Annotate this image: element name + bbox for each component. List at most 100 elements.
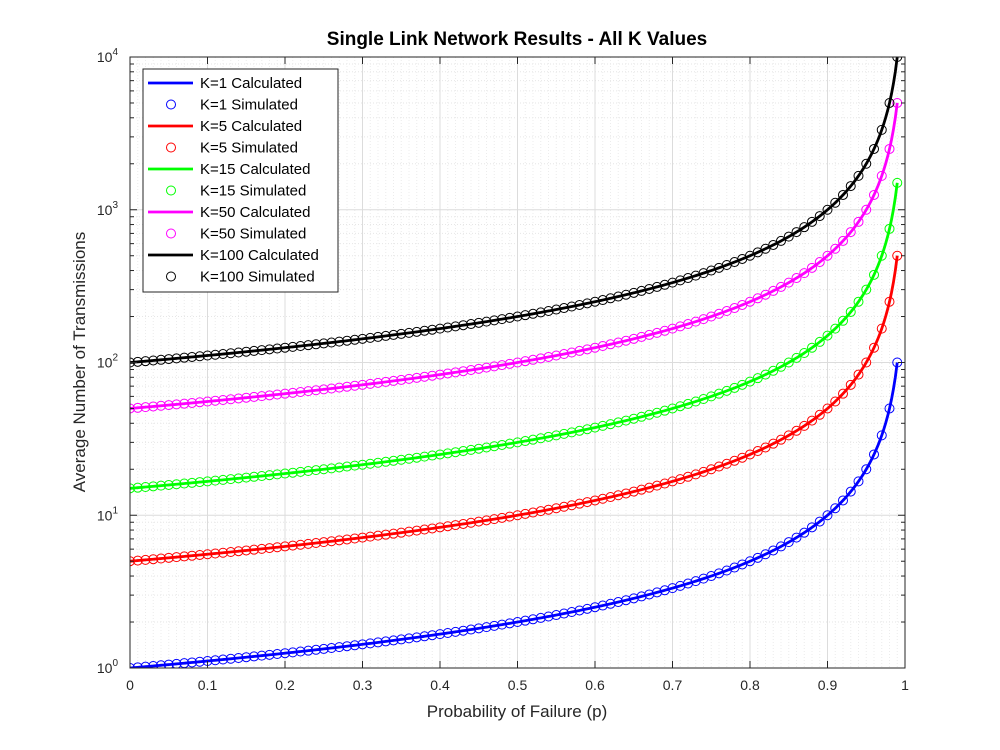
- data-point: [233, 546, 244, 557]
- legend-item: K=5 Calculated: [148, 118, 302, 135]
- data-point: [590, 602, 600, 613]
- data-point: [148, 660, 159, 668]
- data-point: [690, 396, 701, 407]
- data-point: [132, 482, 143, 493]
- series-markers-k15: [130, 177, 903, 494]
- legend-item: K=100 Simulated: [166, 269, 315, 286]
- data-point: [442, 627, 453, 638]
- data-point: [489, 620, 500, 631]
- data-point: [380, 636, 391, 647]
- data-point: [783, 430, 794, 441]
- data-point: [683, 578, 693, 589]
- data-point: [311, 339, 321, 350]
- series-markers-k1: [130, 357, 903, 668]
- data-point: [520, 508, 531, 519]
- legend-item: K=50 Calculated: [148, 204, 311, 221]
- data-point: [249, 471, 259, 482]
- data-point: [512, 617, 523, 628]
- data-point: [194, 549, 205, 560]
- data-point: [481, 362, 492, 373]
- data-point: [520, 615, 531, 626]
- data-point: [698, 393, 709, 404]
- legend-item: K=50 Simulated: [166, 226, 306, 243]
- data-point: [357, 333, 368, 344]
- data-point: [853, 369, 864, 380]
- data-point: [280, 342, 290, 353]
- y-tick-exp: 4: [112, 47, 118, 58]
- data-point: [861, 158, 872, 169]
- data-point: [179, 551, 190, 562]
- data-point: [574, 498, 585, 509]
- data-point: [427, 370, 438, 381]
- grid: [129, 56, 906, 669]
- data-point: [520, 356, 531, 367]
- data-point: [822, 250, 833, 261]
- data-point: [481, 316, 492, 327]
- data-point: [838, 388, 848, 399]
- data-point: [791, 352, 802, 363]
- x-tick-label: 0.8: [740, 677, 760, 693]
- data-point: [814, 516, 825, 527]
- data-point: [861, 357, 872, 368]
- data-point: [225, 474, 236, 485]
- data-point: [613, 597, 624, 608]
- data-point: [256, 543, 267, 554]
- data-point: [295, 646, 306, 657]
- data-point: [768, 545, 779, 556]
- data-point: [148, 355, 159, 366]
- data-point: [140, 402, 151, 413]
- data-point: [776, 541, 786, 552]
- data-point: [636, 591, 647, 602]
- data-point: [218, 474, 228, 485]
- data-point: [783, 537, 794, 548]
- y-tick-label: 102: [97, 353, 119, 371]
- data-point: [551, 304, 562, 315]
- data-point: [636, 484, 647, 495]
- data-point: [690, 576, 701, 587]
- data-point: [272, 389, 283, 400]
- x-tick-label: 0.4: [430, 677, 450, 693]
- data-point: [404, 373, 414, 384]
- plot-area: [130, 57, 903, 668]
- data-point: [450, 321, 461, 332]
- data-point: [249, 391, 259, 402]
- data-point: [876, 250, 887, 261]
- data-point: [559, 428, 569, 439]
- data-point: [450, 447, 461, 458]
- data-point: [822, 330, 833, 341]
- data-point: [295, 539, 306, 550]
- data-point: [225, 653, 236, 664]
- data-point: [311, 385, 321, 396]
- data-point: [628, 413, 639, 424]
- legend-item: K=1 Simulated: [166, 97, 298, 114]
- data-point: [644, 482, 655, 493]
- data-point: [280, 388, 290, 399]
- data-point: [256, 470, 267, 481]
- data-point: [233, 652, 244, 663]
- data-point: [388, 329, 399, 340]
- chart-title: Single Link Network Results - All K Valu…: [327, 29, 707, 50]
- data-point: [838, 495, 848, 506]
- data-point: [435, 629, 445, 640]
- data-point: [194, 477, 205, 488]
- data-point: [605, 598, 616, 609]
- data-point: [334, 642, 345, 653]
- data-point: [187, 351, 197, 362]
- data-point: [597, 295, 608, 306]
- data-point: [272, 343, 283, 354]
- data-point: [876, 430, 887, 441]
- y-tick-base: 10: [97, 202, 113, 218]
- data-point: [675, 474, 686, 485]
- data-point: [466, 319, 476, 330]
- data-point: [628, 287, 639, 298]
- data-point: [373, 331, 383, 342]
- data-point: [342, 335, 352, 346]
- data-point: [349, 533, 360, 544]
- data-point: [822, 510, 833, 521]
- data-point: [140, 356, 151, 367]
- data-point: [814, 336, 825, 347]
- data-point: [667, 323, 678, 334]
- data-point: [210, 395, 221, 406]
- y-tick-label: 100: [97, 658, 119, 676]
- data-point: [163, 479, 174, 490]
